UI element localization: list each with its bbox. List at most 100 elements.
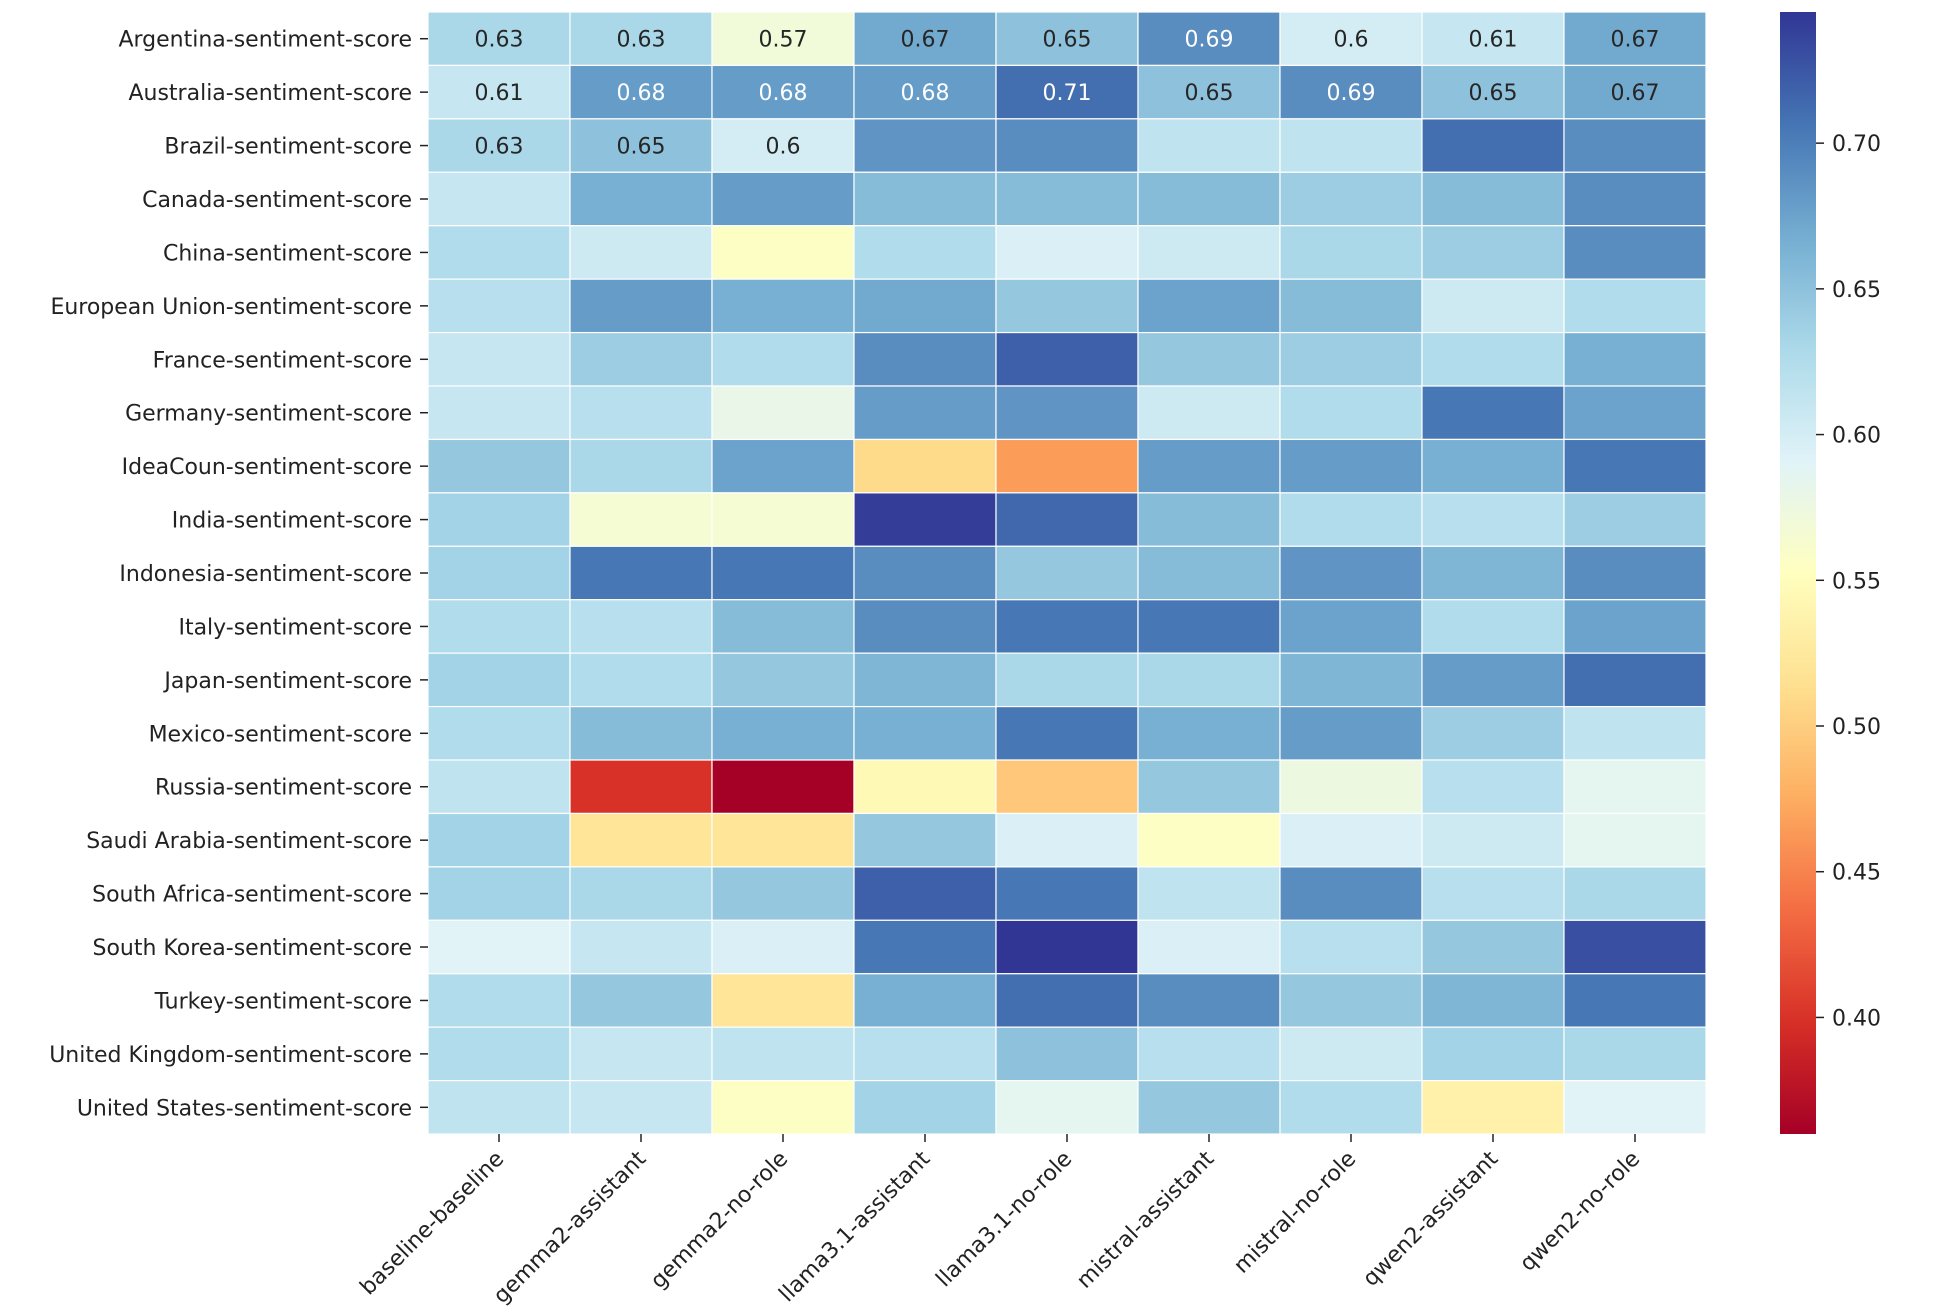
heatmap-cell [853,492,997,547]
heatmap-cell [1137,278,1281,334]
heatmap-cell [1279,331,1423,387]
heatmap-cell [569,545,713,601]
heatmap-cell [427,919,571,975]
cell-value-label: 0.69 [1185,28,1234,53]
heatmap-cell [853,973,997,1028]
heatmap-cell [427,64,571,120]
heatmap-cell [1279,1026,1423,1082]
heatmap-cell [995,705,1139,761]
cell-value-label: 0.6 [1334,28,1369,53]
heatmap-cell [427,759,571,815]
heatmap-cell [427,118,571,173]
heatmap-cells [427,11,1707,1135]
row-label: Canada-sentiment-score [142,188,412,213]
cell-value-label: 0.67 [1611,28,1660,53]
cell-value-label: 0.63 [475,28,524,53]
heatmap-cell [711,652,855,708]
heatmap-cell [1421,11,1565,67]
heatmap-cell [1137,331,1281,387]
heatmap-cell [569,11,713,67]
cell-value-label: 0.67 [901,28,950,53]
heatmap-cell [1137,385,1281,441]
heatmap-cell [1279,278,1423,334]
heatmap-cell [853,118,997,173]
heatmap-cell [711,11,855,67]
colorbar-tick-label: 0.50 [1832,715,1881,740]
heatmap-cell [995,492,1139,547]
heatmap-cell [1563,599,1707,654]
colorbar-tick-label: 0.65 [1832,278,1881,303]
heatmap-cell [1137,1079,1281,1135]
column-label: baseline-baseline [356,1147,510,1301]
heatmap-cell [1563,331,1707,387]
heatmap-cell [1279,225,1423,280]
row-label: United Kingdom-sentiment-score [49,1043,412,1068]
heatmap-cell [1137,599,1281,654]
cell-value-label: 0.65 [1185,81,1234,106]
row-label: Australia-sentiment-score [128,81,412,106]
heatmap-cell [711,171,855,227]
row-label: France-sentiment-score [153,348,412,373]
cell-value-label: 0.61 [1469,28,1518,53]
heatmap-cell [427,1079,571,1135]
y-axis: Argentina-sentiment-score Australia-senti… [49,28,428,1121]
heatmap-cell [1421,1026,1565,1082]
colorbar-tick-label: 0.60 [1832,424,1881,449]
heatmap-cell [1279,492,1423,547]
heatmap-cell [1563,64,1707,120]
cell-value-label: 0.65 [617,135,666,160]
heatmap-cell [427,705,571,761]
heatmap-cell [853,278,997,334]
column-label: mistral-assistant [1072,1146,1219,1293]
heatmap-cell [995,438,1139,494]
row-label: Italy-sentiment-score [178,615,412,640]
heatmap-cell [1137,118,1281,173]
heatmap-cell [711,1079,855,1135]
heatmap-cell [427,652,571,708]
heatmap-cell [853,1026,997,1082]
heatmap-cell [853,11,997,67]
heatmap-cell [569,492,713,547]
row-label: Mexico-sentiment-score [149,722,412,747]
heatmap-cell [995,652,1139,708]
column-label: llama3.1-assistant [775,1146,936,1307]
heatmap-cell [1137,866,1281,921]
cell-value-label: 0.68 [759,81,808,106]
heatmap-cell [853,331,997,387]
heatmap-cell [1279,1079,1423,1135]
row-label: United States-sentiment-score [77,1096,412,1121]
heatmap-cell [1421,438,1565,494]
heatmap-cell [711,919,855,975]
heatmap-cell [569,599,713,654]
heatmap-cell [1137,652,1281,708]
column-label: gemma2-assistant [489,1146,651,1308]
heatmap-cell [711,278,855,334]
column-label: llama3.1-no-role [932,1147,1078,1293]
heatmap-cell [427,812,571,868]
heatmap-cell [427,1026,571,1082]
heatmap-cell [711,759,855,815]
cell-value-label: 0.67 [1611,81,1660,106]
heatmap-cell [569,1079,713,1135]
row-label: Germany-sentiment-score [125,402,412,427]
cell-value-label: 0.63 [475,135,524,160]
heatmap-cell [853,385,997,441]
row-label: Argentina-sentiment-score [118,28,412,53]
heatmap-cell [1279,171,1423,227]
heatmap-cell [711,1026,855,1082]
heatmap-cell [995,118,1139,173]
heatmap-cell [1279,64,1423,120]
heatmap-cell [1421,812,1565,868]
colorbar-tick-label: 0.45 [1832,861,1881,886]
heatmap-cell [427,866,571,921]
heatmap-cell [1137,438,1281,494]
heatmap-cell [1279,599,1423,654]
heatmap-cell [1137,225,1281,280]
heatmap-cell [1137,812,1281,868]
heatmap-cell [427,973,571,1028]
colorbar: 0.40 0.45 0.50 0.55 0.60 0.65 0.70 [1780,12,1881,1134]
heatmap-cell [569,385,713,441]
cell-value-label: 0.68 [901,81,950,106]
heatmap-cell [1563,759,1707,815]
cell-value-label: 0.68 [617,81,666,106]
